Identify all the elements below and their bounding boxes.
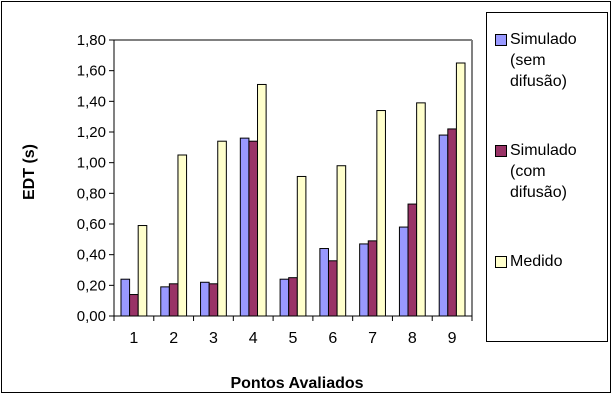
x-tick-label: 2 [169,330,178,347]
x-tick-label: 9 [448,330,457,347]
y-tick-label: 1,40 [77,93,106,110]
y-tick-label: 1,20 [77,124,106,141]
bar-s2-p5 [288,277,298,317]
x-tick-label: 8 [408,330,417,347]
bar-s2-p1 [129,294,139,317]
y-tick-label: 0,80 [77,185,106,202]
y-tick-label: 0,40 [77,247,106,264]
bar-s2-p2 [168,283,179,317]
legend-swatch-simulado-sem [495,34,507,46]
bar-s2-p8 [407,203,418,317]
legend-label-simulado-sem: Simulado (sem difusão) [510,31,577,90]
bar-s3-p1 [137,225,148,317]
bar-s3-p7 [376,110,386,317]
bar-s1-p1 [120,278,131,317]
x-tick-label: 7 [368,330,377,347]
x-tick-label: 6 [328,330,337,347]
bar-s1-p7 [359,243,369,317]
bar-s3-p2 [177,154,188,317]
legend-item-simulado-com: Simulado (com difusão) [495,140,607,203]
x-axis-title: Pontos Avaliados [230,375,363,392]
bar-s1-p3 [200,281,210,317]
bar-s3-p9 [455,62,466,317]
bar-s2-p4 [248,140,259,317]
legend-item-simulado-sem: Simulado (sem difusão) [495,29,607,92]
bar-s3-p4 [257,83,267,317]
bar-s2-p7 [367,240,378,317]
bar-s3-p3 [217,140,227,317]
bar-s2-p6 [327,260,338,317]
x-tick-label: 3 [209,330,218,347]
legend-swatch-medido [495,256,507,268]
y-tick-label: 1,00 [77,155,106,172]
bar-s1-p8 [398,226,409,317]
x-tick-label: 5 [289,330,298,347]
y-tick-label: 0,60 [77,216,106,233]
y-tick-label: 1,60 [77,63,106,80]
y-tick-label: 0,20 [77,277,106,294]
bar-s1-p4 [239,137,250,317]
x-tick-label: 4 [249,330,258,347]
legend-label-simulado-com: Simulado (com difusão) [510,142,577,201]
y-tick-label: 1,80 [77,32,106,49]
legend-swatch-simulado-com [495,145,507,157]
bar-s2-p3 [208,283,219,317]
plot-area: 0,00 0,20 0,40 0,60 0,80 1,00 1,20 1,40 1,60 1,80… [77,32,473,347]
bar-s1-p9 [438,134,449,317]
chart-legend: Simulado (sem difusão) Simulado (com dif… [486,12,608,342]
legend-label-medido: Medido [510,253,563,270]
y-tick-label: 0,00 [77,308,106,325]
legend-item-medido: Medido [495,251,607,272]
y-axis-title: EDT (s) [21,144,38,200]
bar-s3-p6 [336,165,347,317]
bar-s1-p2 [160,286,170,317]
bar-s1-p5 [279,278,290,317]
bar-s3-p8 [416,102,426,317]
x-tick-label: 1 [129,330,138,347]
bar-s3-p5 [296,175,307,317]
bar-s1-p6 [319,248,329,317]
bar-s2-p9 [447,128,457,317]
